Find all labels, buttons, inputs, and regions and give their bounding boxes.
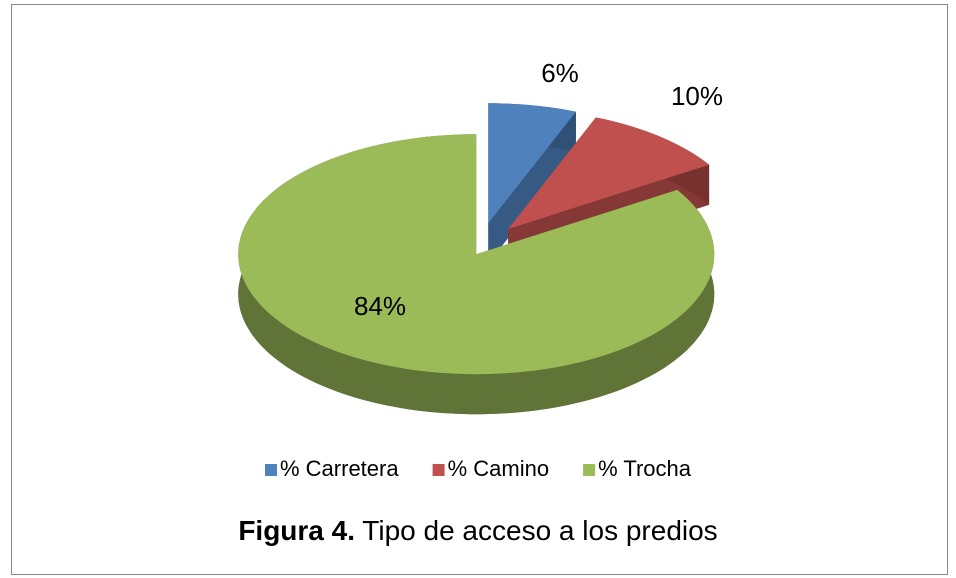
legend-label: % Trocha bbox=[598, 456, 692, 481]
slice bbox=[238, 134, 715, 375]
slice-edge bbox=[488, 111, 576, 264]
figure-label: Figura 4. bbox=[238, 515, 355, 546]
caption-title: Tipo de acceso a los predios bbox=[362, 515, 717, 546]
legend-label: % Camino bbox=[448, 456, 549, 481]
legend-swatch bbox=[264, 464, 277, 476]
legend: % Carretera % Camino % Trocha bbox=[264, 456, 692, 481]
slice bbox=[488, 103, 576, 224]
slice-group bbox=[238, 134, 715, 415]
caption-space bbox=[355, 515, 362, 546]
legend-label: % Carretera bbox=[280, 456, 399, 481]
slice bbox=[508, 117, 710, 229]
data-label: 84% bbox=[354, 291, 406, 321]
legend-swatch bbox=[583, 464, 596, 476]
caption: Figura 4. Tipo de acceso a los predios bbox=[238, 515, 717, 546]
data-label: 6% bbox=[541, 58, 579, 88]
legend-swatch bbox=[432, 464, 445, 476]
data-label: 10% bbox=[671, 81, 723, 111]
